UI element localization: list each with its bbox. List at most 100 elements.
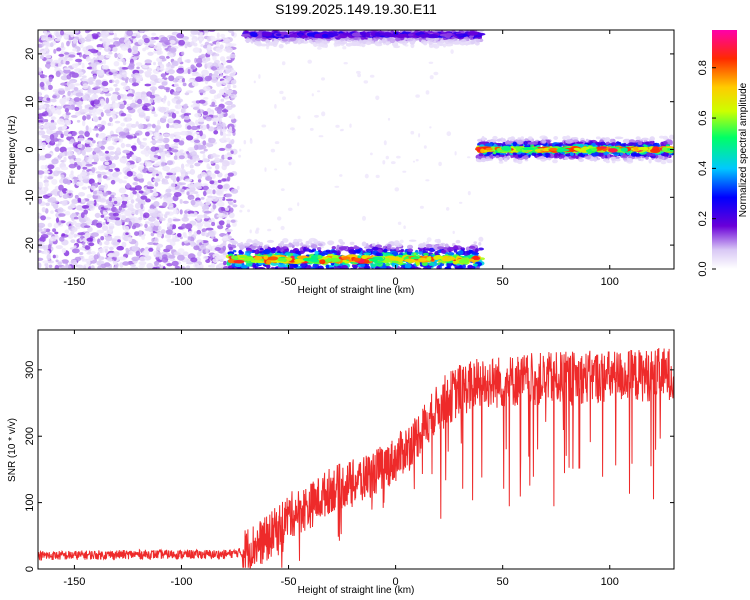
noise-cell [168,239,173,243]
noise-cell [203,148,208,152]
noise-cell [258,74,261,79]
band-cell [442,270,446,273]
noise-cell [95,190,103,196]
band-cell [326,272,332,276]
noise-cell [201,53,206,58]
noise-cell [195,193,200,197]
noise-cell [61,247,67,254]
noise-cell [71,63,79,69]
noise-cell [76,205,84,211]
noise-cell [65,114,70,119]
band-cell [301,25,306,29]
noise-cell [65,119,72,126]
noise-cell [218,199,223,203]
noise-cell [200,171,207,177]
noise-cell [72,48,78,52]
noise-cell [264,167,267,172]
noise-cell [152,136,160,140]
band-core-cell [426,256,432,261]
noise-cell [219,158,224,163]
noise-cell [51,178,58,185]
noise-cell [120,112,127,117]
noise-cell [172,218,181,222]
noise-cell [174,104,182,110]
noise-cell [77,100,84,106]
noise-cell [317,46,322,50]
noise-cell [130,145,137,149]
noise-cell [59,30,65,36]
noise-cell [218,147,226,151]
noise-cell [194,200,203,206]
noise-cell [113,83,118,87]
band-cell [263,271,268,276]
noise-cell [74,194,79,199]
noise-cell [112,212,119,217]
noise-cell [143,100,152,104]
noise-cell [42,260,50,264]
noise-cell [156,243,164,248]
noise-cell [60,174,65,178]
noise-cell [174,96,181,99]
noise-cell [179,149,184,153]
noise-cell [93,190,98,195]
noise-cell [229,159,236,165]
noise-cell [38,132,41,136]
noise-cell [81,247,86,251]
noise-cell [38,262,42,269]
noise-cell [90,58,95,64]
noise-cell [101,80,109,87]
noise-cell [75,58,83,63]
noise-cell [98,152,105,157]
noise-cell [52,228,57,233]
band-cell [435,26,441,28]
noise-cell [454,151,457,156]
noise-cell [205,176,213,181]
noise-cell [158,106,167,113]
noise-cell [196,214,205,219]
noise-cell [176,176,180,182]
noise-cell [105,54,111,59]
band-cell [337,24,342,28]
noise-cell [108,168,113,173]
noise-cell [168,75,175,82]
band-cell [309,24,315,27]
noise-cell [120,67,129,70]
noise-cell [90,251,96,255]
band-cell [438,43,443,46]
noise-cell [197,160,204,163]
noise-cell [165,152,171,158]
noise-cell [60,133,64,139]
noise-cell [158,138,165,142]
noise-cell [206,44,212,50]
noise-cell [339,174,343,177]
noise-cell [113,37,120,41]
noise-cell [137,98,143,105]
noise-cell [52,254,56,259]
band-cell [275,27,279,29]
noise-cell [277,216,282,221]
noise-cell [81,160,86,165]
noise-cell [226,176,231,182]
noise-cell [113,61,120,67]
band-cell [375,43,383,47]
noise-cell [52,95,57,99]
noise-cell [221,178,227,182]
noise-cell [225,47,233,53]
band-cell [470,39,476,45]
noise-cell [169,108,176,112]
noise-cell [175,99,181,105]
band-cell [400,271,406,274]
noise-cell [111,238,118,242]
noise-cell [153,220,161,227]
noise-cell [130,123,137,128]
noise-cell [321,111,326,117]
noise-cell [53,170,60,177]
noise-cell [151,32,157,36]
noise-cell [88,242,95,247]
noise-cell [181,242,185,246]
noise-cell [38,113,46,117]
noise-cell [44,262,49,267]
noise-cell [91,112,97,117]
band-cell [269,267,273,269]
band-cell [412,25,415,29]
